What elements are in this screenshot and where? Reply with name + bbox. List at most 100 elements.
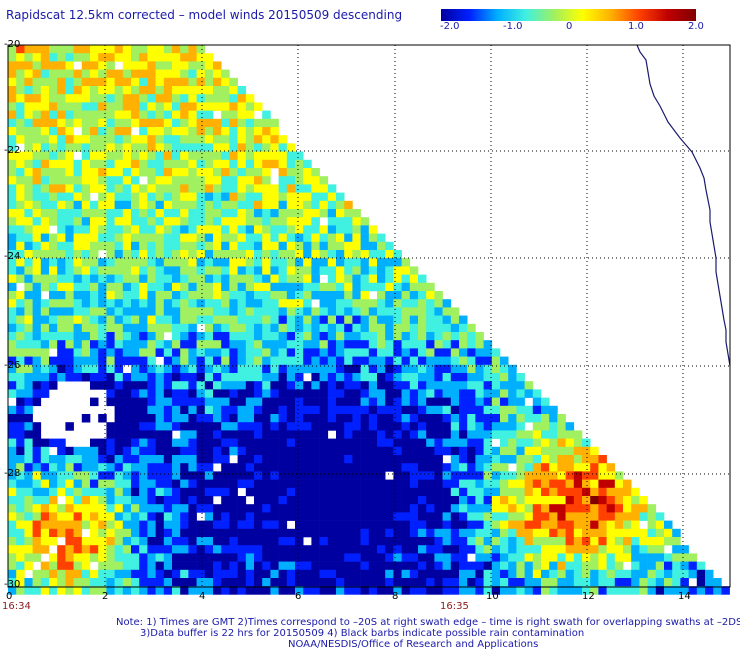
swath-cell <box>24 496 33 505</box>
swath-cell <box>90 200 99 210</box>
swath-cell <box>139 184 148 193</box>
swath-cell <box>57 168 66 177</box>
swath-cell <box>368 364 378 374</box>
swath-cell <box>590 512 599 521</box>
swath-cell <box>401 512 411 521</box>
swath-cell <box>270 241 279 251</box>
swath-cell <box>491 528 501 538</box>
swath-cell <box>49 528 58 538</box>
swath-cell <box>352 586 361 595</box>
swath-cell <box>147 438 156 448</box>
swath-cell <box>106 569 115 579</box>
swath-cell <box>24 405 33 415</box>
swath-cell <box>303 561 312 571</box>
swath-cell <box>319 225 329 234</box>
swath-cell <box>319 209 329 218</box>
swath-cell <box>172 496 181 505</box>
swath-cell <box>24 364 33 374</box>
swath-cell <box>360 307 370 316</box>
swath-cell <box>122 471 132 480</box>
swath-cell <box>303 332 312 341</box>
swath-cell <box>8 455 17 464</box>
swath-cell <box>16 397 25 407</box>
swath-cell <box>32 569 42 579</box>
swath-cell <box>319 487 329 497</box>
swath-cell <box>188 233 197 243</box>
swath-cell <box>434 364 443 374</box>
swath-cell <box>549 414 558 423</box>
swath-cell <box>352 446 361 456</box>
swath-cell <box>172 184 181 193</box>
swath-cell <box>40 569 50 579</box>
swath-cell <box>131 348 140 357</box>
swath-cells <box>8 45 730 595</box>
swath-cell <box>344 225 353 234</box>
swath-cell <box>377 233 386 243</box>
swath-cell <box>442 430 452 439</box>
swath-cell <box>393 282 402 292</box>
swath-cell <box>139 479 148 489</box>
swath-cell <box>549 504 558 513</box>
swath-cell <box>434 545 443 554</box>
swath-cell <box>245 332 255 341</box>
swath-cell <box>368 569 378 579</box>
swath-cell <box>90 578 99 587</box>
swath-cell <box>172 233 181 243</box>
swath-cell <box>237 282 247 292</box>
swath-cell <box>106 53 115 62</box>
swath-cell <box>295 217 304 226</box>
swath-cell <box>237 94 247 103</box>
swath-cell <box>8 340 17 349</box>
x-axis-label: 4 <box>199 591 206 602</box>
swath-cell <box>204 217 214 226</box>
swath-cell <box>385 299 394 308</box>
swath-cell <box>106 471 115 480</box>
swath-cell <box>508 504 517 513</box>
swath-cell <box>90 118 99 128</box>
swath-cell <box>155 586 165 595</box>
swath-cell <box>90 553 99 562</box>
swath-cell <box>155 332 165 341</box>
swath-cell <box>385 520 394 530</box>
swath-cell <box>213 504 222 513</box>
swath-cell <box>303 389 312 398</box>
swath-cell <box>573 569 583 579</box>
swath-cell <box>508 414 517 423</box>
swath-cell <box>57 200 66 210</box>
swath-cell <box>188 110 197 120</box>
swath-cell <box>336 455 345 464</box>
swath-cell <box>16 192 25 202</box>
swath-cell <box>73 110 83 120</box>
swath-cell <box>122 397 132 407</box>
swath-cell <box>24 233 33 243</box>
swath-cell <box>483 512 493 521</box>
swath-cell <box>237 496 247 505</box>
swath-cell <box>65 282 74 292</box>
swath-cell <box>385 381 394 390</box>
swath-cell <box>303 364 312 374</box>
swath-cell <box>139 94 148 103</box>
swath-cell <box>442 373 452 382</box>
swath-cell <box>32 553 42 562</box>
swath-cell <box>98 200 107 210</box>
swath-cell <box>336 586 345 595</box>
swath-cell <box>278 446 288 456</box>
swath-cell <box>196 373 206 382</box>
swath-cell <box>278 233 288 243</box>
swath-cell <box>49 291 58 300</box>
swath-cell <box>122 69 132 79</box>
swath-cell <box>155 446 165 456</box>
swath-cell <box>131 340 140 349</box>
swath-cell <box>385 332 394 341</box>
swath-cell <box>229 86 238 95</box>
swath-cell <box>352 520 361 530</box>
swath-cell <box>336 364 345 374</box>
swath-cell <box>352 405 361 415</box>
swath-cell <box>24 430 33 439</box>
swath-cell <box>98 143 107 152</box>
swath-cell <box>229 569 238 579</box>
swath-cell <box>483 586 493 595</box>
swath-cell <box>122 405 132 415</box>
swath-cell <box>541 504 550 513</box>
swath-cell <box>147 364 156 374</box>
